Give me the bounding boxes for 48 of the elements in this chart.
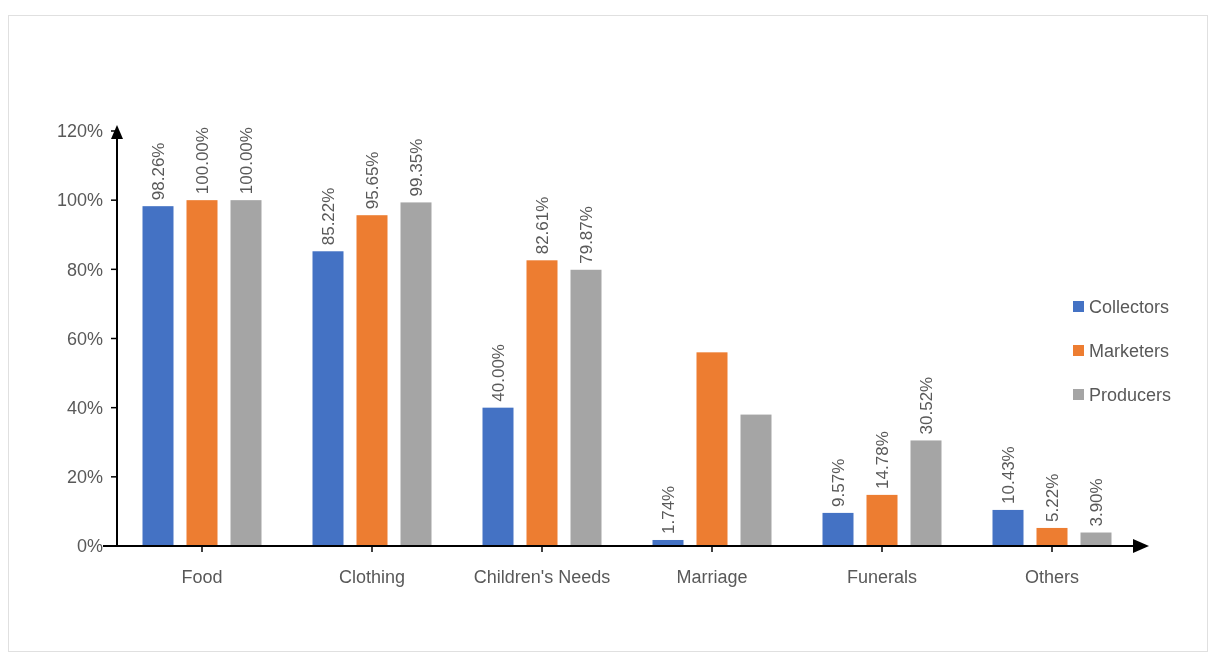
legend-label: Marketers [1089, 341, 1170, 362]
bar [482, 407, 514, 546]
data-label: 1.74% [659, 485, 678, 534]
data-label: 3.90% [1087, 478, 1106, 527]
bar [400, 202, 432, 546]
bar [356, 215, 388, 546]
bar [992, 509, 1024, 546]
y-tick-label: 20% [66, 467, 103, 488]
data-label: 82.61% [533, 196, 552, 255]
data-label: 85.22% [319, 187, 338, 246]
x-tick-label: Food [181, 567, 223, 587]
bar [740, 414, 772, 546]
data-label: 98.26% [149, 142, 168, 201]
bar [142, 206, 174, 546]
y-tick-label: 80% [66, 259, 103, 280]
x-tick-label: Children's Needs [473, 567, 611, 587]
legend-label: Collectors [1089, 297, 1170, 318]
data-label: 100.00% [237, 127, 256, 195]
x-tick-label: Clothing [338, 567, 406, 587]
x-tick-label: Marriage [676, 567, 748, 587]
data-label: 40.00% [489, 343, 508, 402]
data-label: 10.43% [999, 446, 1018, 504]
legend-label: Producers [1089, 385, 1172, 406]
data-label: 9.57% [829, 458, 848, 507]
data-label: 79.87% [577, 206, 596, 264]
data-label: 100.00% [193, 127, 212, 195]
y-tick-label: 120% [56, 121, 103, 142]
bar [186, 200, 218, 546]
y-tick-label: 0% [76, 536, 103, 557]
x-tick-label: Funerals [846, 567, 918, 587]
bar [822, 512, 854, 546]
data-label: 95.65% [363, 151, 382, 210]
data-label: 30.52% [917, 376, 936, 435]
x-tick-label: Others [1024, 567, 1080, 587]
bar [910, 440, 942, 546]
bar [526, 260, 558, 546]
y-tick-label: 40% [66, 397, 103, 418]
data-label: 99.35% [407, 138, 426, 197]
y-tick-label: 60% [66, 328, 103, 349]
bar [230, 200, 262, 546]
bar [1036, 527, 1068, 546]
bar [696, 352, 728, 546]
bar [312, 251, 344, 546]
data-label: 14.78% [873, 431, 892, 489]
bar [866, 494, 898, 546]
bar [570, 269, 602, 546]
data-label: 5.22% [1043, 473, 1062, 522]
y-tick-label: 100% [56, 190, 103, 211]
